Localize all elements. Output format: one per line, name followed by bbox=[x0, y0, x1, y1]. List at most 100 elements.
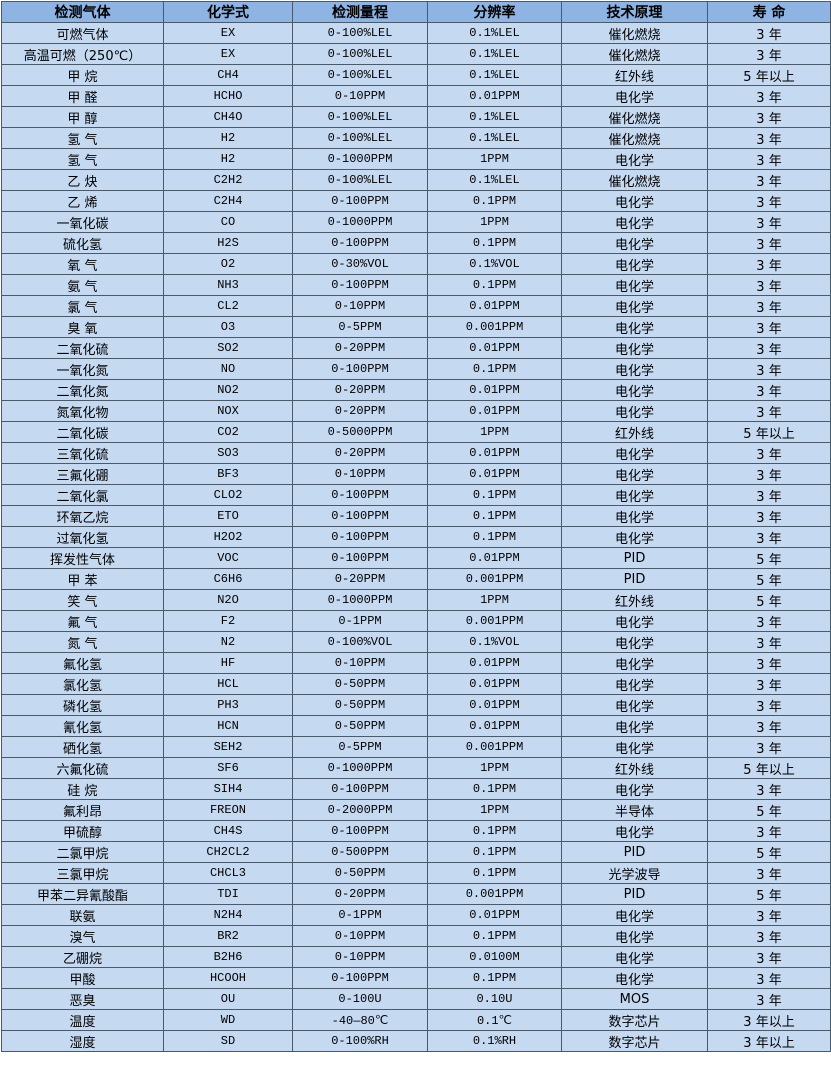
cell-formula: C6H6 bbox=[163, 568, 293, 590]
cell-gas-name: 二氧化碳 bbox=[1, 421, 164, 443]
table-row: 甲 醛 HCHO 0-10PPM 0.01PPM 电化学 3 年 bbox=[1, 85, 831, 107]
cell-resolution: 0.1PPM bbox=[427, 862, 562, 884]
cell-principle: 电化学 bbox=[561, 316, 708, 338]
cell-gas-name: 氢 气 bbox=[1, 127, 164, 149]
cell-gas-name: 硫化氢 bbox=[1, 232, 164, 254]
cell-formula: NO2 bbox=[163, 379, 293, 401]
cell-formula: NOX bbox=[163, 400, 293, 422]
cell-principle: 光学波导 bbox=[561, 862, 708, 884]
table-row: 环氧乙烷 ETO 0-100PPM 0.1PPM 电化学 3 年 bbox=[1, 505, 831, 527]
cell-lifespan: 3 年 bbox=[707, 379, 831, 401]
cell-lifespan: 3 年 bbox=[707, 820, 831, 842]
cell-formula: HCHO bbox=[163, 85, 293, 107]
table-row: 乙 炔 C2H2 0-100%LEL 0.1%LEL 催化燃烧 3 年 bbox=[1, 169, 831, 191]
cell-range: 0-100PPM bbox=[292, 526, 428, 548]
cell-range: 0-50PPM bbox=[292, 673, 428, 695]
cell-range: 0-100U bbox=[292, 988, 428, 1010]
cell-resolution: 0.1PPM bbox=[427, 190, 562, 212]
cell-range: 0-20PPM bbox=[292, 568, 428, 590]
cell-range: 0-100PPM bbox=[292, 358, 428, 380]
table-row: 乙硼烷 B2H6 0-10PPM 0.0100M 电化学 3 年 bbox=[1, 946, 831, 968]
cell-gas-name: 氨 气 bbox=[1, 274, 164, 296]
cell-resolution: 1PPM bbox=[427, 799, 562, 821]
cell-formula: HCN bbox=[163, 715, 293, 737]
cell-formula: C2H2 bbox=[163, 169, 293, 191]
cell-formula: WD bbox=[163, 1009, 293, 1031]
table-row: 笑 气 N2O 0-1000PPM 1PPM 红外线 5 年 bbox=[1, 589, 831, 611]
cell-formula: OU bbox=[163, 988, 293, 1010]
cell-lifespan: 5 年 bbox=[707, 883, 831, 905]
cell-formula: SD bbox=[163, 1030, 293, 1052]
cell-lifespan: 3 年 bbox=[707, 43, 831, 65]
table-row: 三氟化硼 BF3 0-10PPM 0.01PPM 电化学 3 年 bbox=[1, 463, 831, 485]
cell-resolution: 0.01PPM bbox=[427, 904, 562, 926]
cell-gas-name: 三氟化硼 bbox=[1, 463, 164, 485]
cell-range: 0-20PPM bbox=[292, 442, 428, 464]
cell-resolution: 0.1PPM bbox=[427, 925, 562, 947]
cell-range: 0-100%LEL bbox=[292, 106, 428, 128]
cell-lifespan: 3 年 bbox=[707, 442, 831, 464]
table-row: 甲苯二异氰酸酯 TDI 0-20PPM 0.001PPM PID 5 年 bbox=[1, 883, 831, 905]
table-row: 二氧化氯 CLO2 0-100PPM 0.1PPM 电化学 3 年 bbox=[1, 484, 831, 506]
cell-formula: BF3 bbox=[163, 463, 293, 485]
cell-principle: 电化学 bbox=[561, 778, 708, 800]
table-row: 二氧化氮 NO2 0-20PPM 0.01PPM 电化学 3 年 bbox=[1, 379, 831, 401]
cell-gas-name: 甲 烷 bbox=[1, 64, 164, 86]
cell-lifespan: 5 年 bbox=[707, 841, 831, 863]
cell-resolution: 0.01PPM bbox=[427, 295, 562, 317]
cell-formula: O3 bbox=[163, 316, 293, 338]
cell-formula: H2 bbox=[163, 148, 293, 170]
cell-resolution: 0.01PPM bbox=[427, 652, 562, 674]
table-row: 氯化氢 HCL 0-50PPM 0.01PPM 电化学 3 年 bbox=[1, 673, 831, 695]
cell-range: 0-2000PPM bbox=[292, 799, 428, 821]
cell-lifespan: 3 年 bbox=[707, 715, 831, 737]
cell-range: 0-1PPM bbox=[292, 904, 428, 926]
cell-principle: 电化学 bbox=[561, 190, 708, 212]
cell-lifespan: 3 年 bbox=[707, 925, 831, 947]
cell-principle: 电化学 bbox=[561, 715, 708, 737]
cell-resolution: 0.0100M bbox=[427, 946, 562, 968]
cell-principle: 电化学 bbox=[561, 211, 708, 233]
table-row: 挥发性气体 VOC 0-100PPM 0.01PPM PID 5 年 bbox=[1, 547, 831, 569]
cell-resolution: 0.01PPM bbox=[427, 400, 562, 422]
cell-lifespan: 3 年 bbox=[707, 694, 831, 716]
cell-range: 0-100%LEL bbox=[292, 169, 428, 191]
table-row: 氟利昂 FREON 0-2000PPM 1PPM 半导体 5 年 bbox=[1, 799, 831, 821]
cell-resolution: 1PPM bbox=[427, 589, 562, 611]
cell-lifespan: 3 年 bbox=[707, 295, 831, 317]
cell-range: 0-100PPM bbox=[292, 820, 428, 842]
cell-principle: 电化学 bbox=[561, 736, 708, 758]
cell-formula: NO bbox=[163, 358, 293, 380]
table-row: 氮 气 N2 0-100%VOL 0.1%VOL 电化学 3 年 bbox=[1, 631, 831, 653]
cell-formula: SO3 bbox=[163, 442, 293, 464]
cell-range: 0-1000PPM bbox=[292, 211, 428, 233]
cell-gas-name: 笑 气 bbox=[1, 589, 164, 611]
cell-range: 0-10PPM bbox=[292, 925, 428, 947]
cell-formula: CO2 bbox=[163, 421, 293, 443]
cell-formula: TDI bbox=[163, 883, 293, 905]
cell-lifespan: 3 年 bbox=[707, 22, 831, 44]
cell-lifespan: 3 年 bbox=[707, 463, 831, 485]
cell-lifespan: 3 年 bbox=[707, 610, 831, 632]
cell-resolution: 0.1PPM bbox=[427, 820, 562, 842]
cell-formula: C2H4 bbox=[163, 190, 293, 212]
cell-range: 0-5PPM bbox=[292, 736, 428, 758]
cell-principle: 电化学 bbox=[561, 967, 708, 989]
cell-range: 0-1000PPM bbox=[292, 757, 428, 779]
cell-gas-name: 甲 醇 bbox=[1, 106, 164, 128]
table-row: 恶臭 OU 0-100U 0.10U MOS 3 年 bbox=[1, 988, 831, 1010]
cell-lifespan: 5 年以上 bbox=[707, 757, 831, 779]
cell-gas-name: 甲 苯 bbox=[1, 568, 164, 590]
cell-lifespan: 3 年 bbox=[707, 127, 831, 149]
cell-range: 0-100PPM bbox=[292, 484, 428, 506]
cell-principle: 电化学 bbox=[561, 925, 708, 947]
cell-formula: HCOOH bbox=[163, 967, 293, 989]
cell-gas-name: 三氯甲烷 bbox=[1, 862, 164, 884]
table-row: 乙 烯 C2H4 0-100PPM 0.1PPM 电化学 3 年 bbox=[1, 190, 831, 212]
cell-range: 0-100%LEL bbox=[292, 43, 428, 65]
cell-gas-name: 氯化氢 bbox=[1, 673, 164, 695]
cell-resolution: 0.01PPM bbox=[427, 673, 562, 695]
cell-principle: 电化学 bbox=[561, 463, 708, 485]
table-row: 可燃气体 EX 0-100%LEL 0.1%LEL 催化燃烧 3 年 bbox=[1, 22, 831, 44]
cell-principle: 催化燃烧 bbox=[561, 22, 708, 44]
